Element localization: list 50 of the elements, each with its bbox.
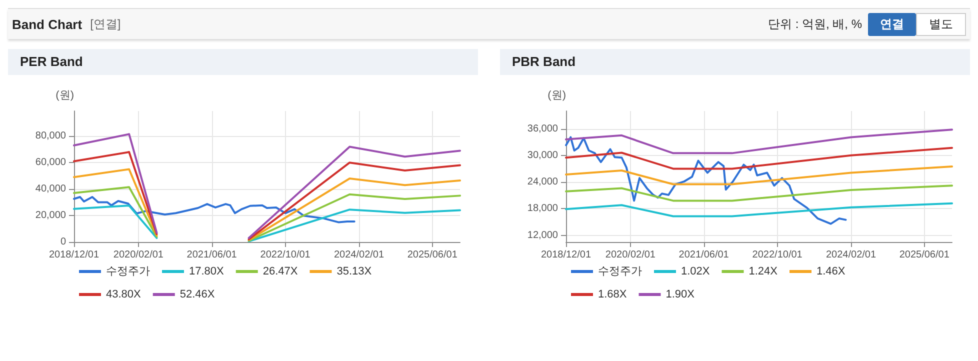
y-axis-title: (원) — [56, 90, 74, 102]
chart-title: PBR Band — [500, 49, 970, 75]
y-tick-label: 80,000 — [35, 130, 66, 142]
y-tick-label: 12,000 — [527, 230, 558, 241]
legend-label: 1.90X — [666, 288, 696, 300]
line-series — [565, 184, 953, 202]
legend-label: 수정주가 — [106, 266, 150, 278]
text: Band Chart — [12, 16, 82, 32]
line-series — [565, 146, 953, 170]
x-tick-label: 2021/06/01 — [186, 250, 238, 260]
button: 연결 — [868, 12, 916, 36]
y-tick-label: 0 — [60, 236, 66, 248]
y-tick-label: 24,000 — [527, 176, 558, 188]
legend-label: 수정주가 — [598, 266, 642, 278]
x-tick-label: 2021/06/01 — [678, 250, 730, 260]
legend-label: 43.80X — [106, 288, 142, 300]
y-tick-label: 30,000 — [527, 150, 558, 161]
legend-label: 1.46X — [816, 266, 846, 278]
x-tick-label: 2020/02/01 — [605, 250, 656, 260]
x-tick-label: 2024/02/01 — [334, 250, 384, 260]
line-series — [73, 196, 356, 224]
legend-label: 52.46X — [180, 288, 216, 300]
x-tick-label: 2024/02/01 — [826, 250, 876, 260]
y-tick-label: 18,000 — [527, 203, 558, 214]
y-tick-label: 60,000 — [35, 157, 66, 168]
x-tick-label: 2025/06/01 — [407, 250, 458, 260]
line-series — [565, 128, 953, 154]
line-series — [565, 202, 953, 218]
legend-label: 1.24X — [748, 266, 778, 278]
x-tick-label: 2018/12/01 — [540, 250, 592, 260]
x-tick-label: 2018/12/01 — [48, 250, 100, 260]
x-tick-label: 2020/02/01 — [113, 250, 164, 260]
legend-label: 1.02X — [681, 266, 710, 278]
chart-title: PER Band — [8, 49, 478, 75]
legend-label: 17.80X — [189, 266, 225, 278]
y-tick-label: 40,000 — [35, 184, 66, 195]
y-tick-label: 36,000 — [527, 123, 558, 134]
y-axis-title: (원) — [548, 90, 566, 102]
button: 별도 — [916, 12, 966, 36]
x-tick-label: 2022/10/01 — [752, 250, 803, 260]
x-tick-label: 2022/10/01 — [260, 250, 311, 260]
y-tick-label: 20,000 — [35, 210, 66, 222]
legend-label: 1.68X — [598, 288, 628, 300]
text: [연결] — [90, 16, 121, 32]
x-tick-label: 2025/06/01 — [899, 250, 950, 260]
legend-label: 26.47X — [262, 266, 298, 278]
line-series — [565, 166, 953, 186]
legend-label: 35.13X — [336, 266, 372, 278]
line-series — [565, 136, 847, 225]
text: 단위 : 억원, 배, % — [768, 16, 862, 32]
